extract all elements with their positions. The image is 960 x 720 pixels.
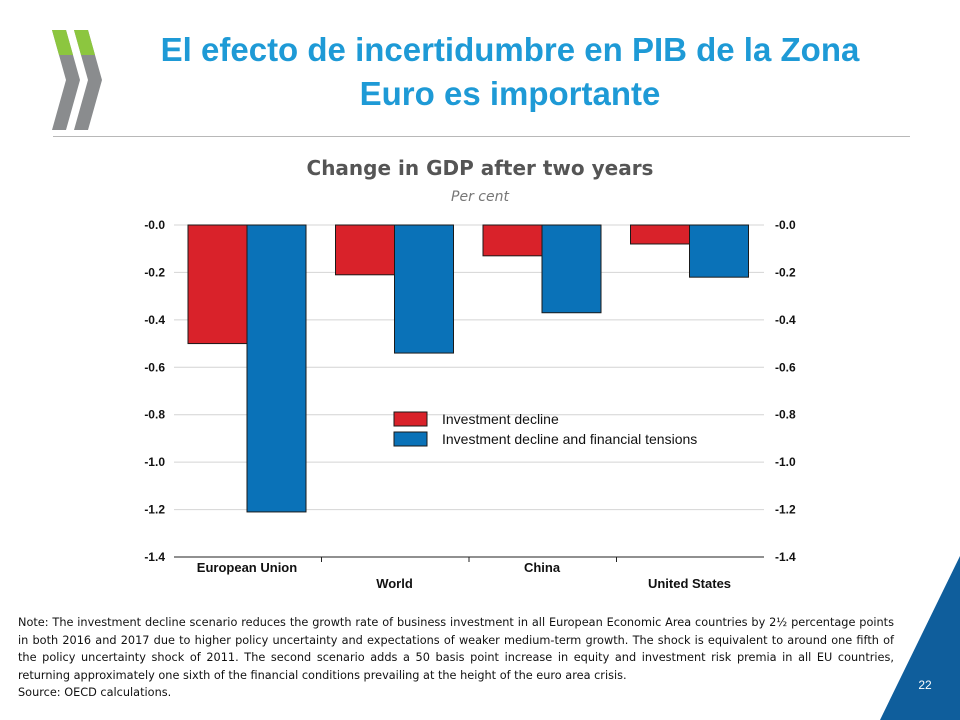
bar-1 [630, 224, 690, 245]
page-number: 22 [918, 678, 932, 692]
y-tick-label-right: -1.2 [775, 503, 796, 517]
y-tick-label-right: -0.4 [775, 313, 796, 327]
bar-chart: -0.0 -0.0 -0.2 -0.2 -0.4 -0.4 -0.6 -0.6 -0.8 -0.8… [144, 218, 796, 591]
y-tick-label-right: -1.0 [775, 455, 796, 469]
bar-1 [335, 224, 395, 276]
x-tick-label: United States [648, 576, 731, 591]
chart-title: Change in GDP after two years [306, 156, 654, 180]
y-tick-label-right: -0.2 [775, 265, 796, 279]
chart-note: Note: The investment decline scenario re… [18, 614, 894, 702]
oecd-chevron-logo-icon [52, 30, 102, 130]
note-text: Note: The investment decline scenario re… [18, 616, 894, 682]
chart-subtitle: Per cent [451, 189, 509, 205]
x-tick-label: China [524, 560, 561, 575]
x-tick-label: World [376, 576, 413, 591]
slide-title: El efecto de incertidumbre en PIB de la … [160, 31, 860, 112]
legend-label-1: Investment decline [442, 411, 559, 427]
y-tick-label-left: -0.2 [144, 265, 165, 279]
bar-2 [689, 224, 749, 278]
y-tick-label-left: -0.6 [144, 360, 165, 374]
source-text: Source: OECD calculations. [18, 686, 172, 700]
y-tick-label-left: -0.4 [144, 313, 165, 327]
title-divider [53, 136, 910, 137]
bar-1 [482, 224, 543, 257]
y-tick-label-right: -0.6 [775, 360, 796, 374]
legend-swatch-1 [393, 411, 428, 427]
y-tick-label-left: -0.0 [144, 218, 165, 232]
legend-label-2: Investment decline and financial tension… [442, 431, 697, 447]
corner-triangle-decoration [880, 556, 960, 720]
y-tick-label-left: -1.0 [144, 455, 165, 469]
y-tick-label-right: -0.8 [775, 408, 796, 422]
bar-2 [394, 224, 454, 354]
legend-swatch-2 [393, 431, 428, 447]
bar-1 [187, 224, 248, 345]
logo-accent-icon [52, 30, 73, 55]
y-tick-label-left: -1.2 [144, 503, 165, 517]
bar-2 [246, 224, 307, 513]
y-tick-label-left: -1.4 [144, 550, 165, 564]
logo-accent-2-icon [74, 30, 95, 55]
y-tick-label-right: -1.4 [775, 550, 796, 564]
y-tick-label-left: -0.8 [144, 408, 165, 422]
bar-2 [541, 224, 602, 314]
x-tick-label: European Union [197, 560, 297, 575]
y-tick-label-right: -0.0 [775, 218, 796, 232]
